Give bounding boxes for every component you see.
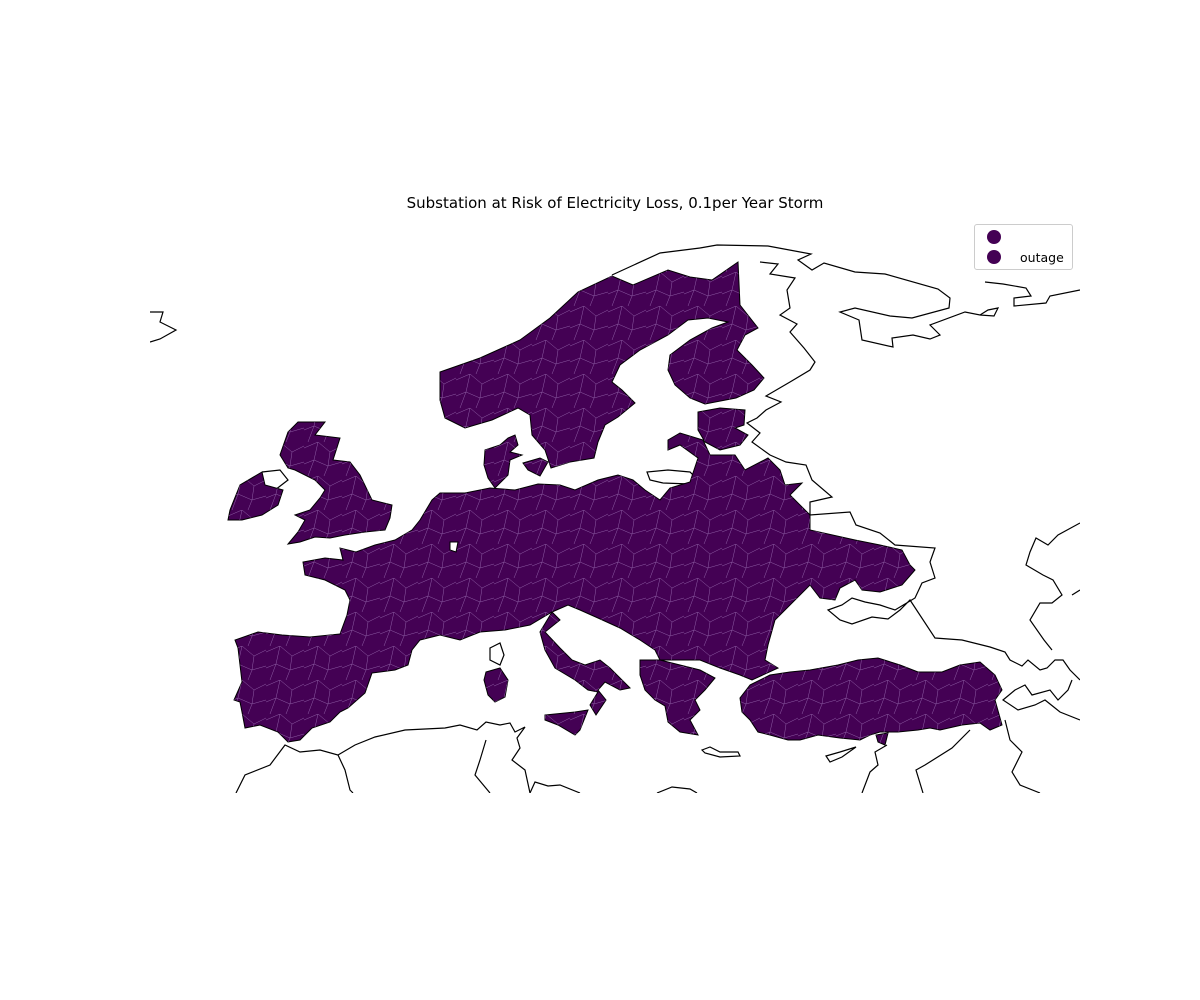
region-cell-texture (234, 433, 915, 742)
map-legend: outage (974, 224, 1073, 270)
region-cell-texture (280, 422, 392, 544)
region-cell-texture (523, 458, 548, 476)
region-cell-texture (698, 408, 748, 450)
region-continental-europe (233, 432, 916, 743)
covered-regions (227, 261, 1003, 746)
legend-marker-1 (987, 230, 1001, 244)
legend-label-2: outage (1020, 249, 1064, 265)
region-cell-texture (484, 668, 508, 702)
region-cell-texture (440, 262, 764, 468)
region-denmark (483, 434, 549, 489)
region-cell-texture (540, 612, 630, 715)
map-title: Substation at Risk of Electricity Loss, … (406, 194, 824, 212)
region-british-isles (227, 421, 393, 545)
legend-entry-1 (987, 227, 1001, 247)
region-cell-texture (228, 472, 283, 520)
coastline-outlines (150, 244, 1080, 793)
region-cell-texture (484, 435, 522, 488)
region-cell-texture (876, 733, 888, 745)
legend-marker-2 (987, 250, 1001, 264)
region-cell-texture (640, 660, 715, 735)
region-scandinavia (439, 261, 765, 469)
region-turkey (739, 657, 1003, 746)
region-cell-texture (740, 658, 1002, 740)
region-cell-texture (545, 710, 588, 735)
region-mediterranean-islands (483, 667, 589, 736)
legend-entry-2: outage (987, 247, 1064, 267)
